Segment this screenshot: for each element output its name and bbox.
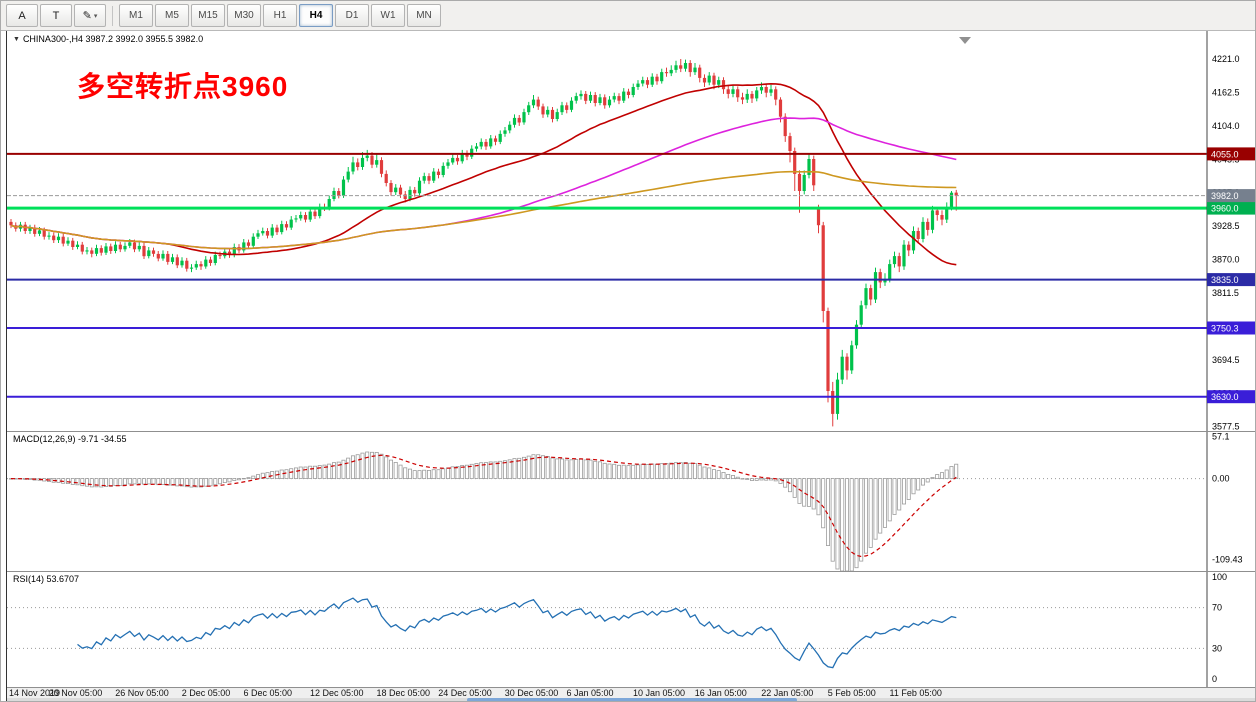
main-chart-panel: 4221.04162.54104.04045.53987.03928.53870… (7, 31, 1256, 431)
chart-annotation: 多空转折点3960 (77, 71, 289, 102)
svg-text:70: 70 (1212, 603, 1222, 613)
macd-canvas[interactable]: 57.1 0.00 -109.43 (7, 432, 1256, 571)
svg-text:0.00: 0.00 (1212, 474, 1230, 484)
time-axis-label: 6 Dec 05:00 (243, 688, 293, 698)
time-axis[interactable]: 14 Nov 2019 20 Nov 05:00 26 Nov 05:00 2 Dec… (7, 687, 1255, 698)
time-axis-label: 2 Dec 05:00 (181, 688, 231, 698)
svg-text:3870.0: 3870.0 (1212, 255, 1240, 265)
svg-text:3960.0: 3960.0 (1211, 204, 1239, 214)
time-axis-label: 5 Feb 05:00 (827, 688, 876, 698)
timeframe-mn[interactable]: MN (407, 4, 441, 27)
time-axis-label: 14 Nov 2019 (9, 688, 61, 698)
svg-text:3630.0: 3630.0 (1211, 392, 1239, 402)
time-axis-label: 12 Dec 05:00 (310, 688, 364, 698)
time-axis-label: 10 Jan 05:00 (633, 688, 686, 698)
svg-text:57.1: 57.1 (1212, 432, 1230, 441)
rsi-panel: 100 70 30 0 RSI(14) 53.6707 (7, 571, 1256, 687)
timeframe-m30[interactable]: M30 (227, 4, 261, 27)
svg-text:3982.0: 3982.0 (1211, 191, 1239, 201)
draw-tools-button[interactable]: ✎ ▾ (74, 4, 106, 27)
svg-text:3577.5: 3577.5 (1212, 422, 1240, 431)
svg-text:3750.3: 3750.3 (1211, 323, 1239, 333)
svg-text:3694.5: 3694.5 (1212, 355, 1240, 365)
timeframe-m1[interactable]: M1 (119, 4, 153, 27)
symbol-title: ▼ CHINA300-,H4 3987.2 3992.0 3955.5 3982… (13, 34, 203, 44)
timeframe-d1[interactable]: D1 (335, 4, 369, 27)
timeframe-m5[interactable]: M5 (155, 4, 189, 27)
bottom-strip (7, 698, 1255, 701)
rsi-canvas[interactable]: 100 70 30 0 (7, 572, 1256, 687)
timeframe-buttons: M1 M5 M15 M30 H1 H4 D1 W1 MN (119, 4, 443, 27)
arrow-tool-button[interactable]: A (6, 4, 38, 27)
timeframe-h1[interactable]: H1 (263, 4, 297, 27)
svg-text:3835.0: 3835.0 (1211, 275, 1239, 285)
price-axis[interactable] (1207, 31, 1255, 687)
svg-text:3811.5: 3811.5 (1212, 288, 1239, 298)
time-axis-label: 30 Dec 05:00 (504, 688, 559, 698)
svg-text:-109.43: -109.43 (1212, 554, 1243, 564)
symbol-dropdown-icon[interactable]: ▼ (13, 35, 20, 43)
symbol-ohlc-text: CHINA300-,H4 3987.2 3992.0 3955.5 3982.0 (22, 34, 204, 44)
toolbar-separator (112, 5, 113, 26)
time-axis-label: 6 Jan 05:00 (566, 688, 614, 698)
svg-text:0: 0 (1212, 674, 1217, 684)
time-axis-label: 22 Jan 05:00 (761, 688, 814, 698)
taskbar-hint (467, 698, 797, 701)
svg-text:4104.0: 4104.0 (1212, 121, 1240, 131)
chart-body: 4221.04162.54104.04045.53987.03928.53870… (6, 31, 1256, 701)
timeframe-w1[interactable]: W1 (371, 4, 405, 27)
tool-buttons: A T ✎ ▾ (6, 4, 108, 27)
svg-text:3928.5: 3928.5 (1212, 221, 1240, 231)
rsi-label: RSI(14) 53.6707 (13, 574, 80, 584)
time-axis-label: 20 Nov 05:00 (48, 688, 103, 698)
svg-text:4221.0: 4221.0 (1212, 54, 1240, 64)
timeframe-h4[interactable]: H4 (299, 4, 333, 27)
macd-panel: 57.1 0.00 -109.43 MACD(12,26,9) -9.71 -34.… (7, 431, 1256, 571)
main-chart-canvas[interactable]: 4221.04162.54104.04045.53987.03928.53870… (7, 31, 1256, 431)
time-axis-label: 18 Dec 05:00 (376, 688, 431, 698)
svg-text:4055.0: 4055.0 (1211, 149, 1239, 159)
svg-text:100: 100 (1212, 572, 1227, 582)
dropdown-arrow-icon: ▾ (93, 12, 98, 20)
time-axis-label: 26 Nov 05:00 (115, 688, 169, 698)
time-axis-label: 11 Feb 05:00 (889, 688, 942, 698)
macd-label: MACD(12,26,9) -9.71 -34.55 (13, 434, 127, 444)
time-axis-label: 24 Dec 05:00 (438, 688, 492, 698)
timeframe-m15[interactable]: M15 (191, 4, 225, 27)
time-axis-label: 16 Jan 05:00 (694, 688, 747, 698)
svg-text:4162.5: 4162.5 (1212, 87, 1240, 97)
svg-text:30: 30 (1212, 643, 1222, 653)
toolbar: A T ✎ ▾ M1 M5 M15 M30 H1 H4 D1 W1 MN (1, 1, 1255, 31)
text-tool-button[interactable]: T (40, 4, 72, 27)
